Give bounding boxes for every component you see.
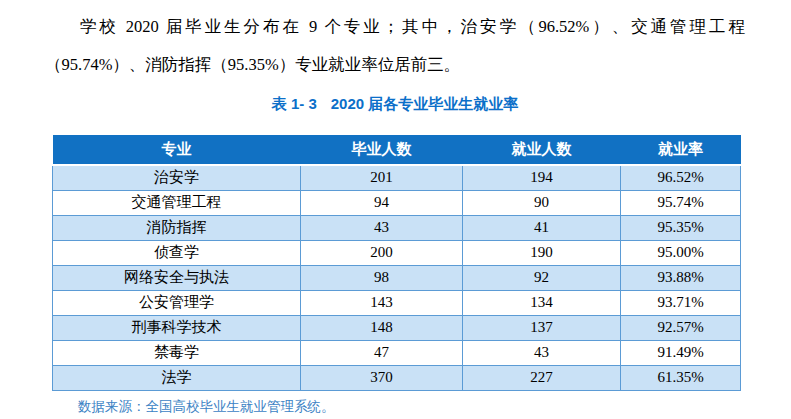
intro-paragraph: 学校 2020 届毕业生分布在 9 个专业；其中，治安学（96.52%）、交通管… [45,8,745,84]
header-cell-employed: 就业人数 [463,135,621,165]
table-cell: 194 [463,165,621,190]
table-row: 交通管理工程949095.74% [53,190,741,215]
table-cell: 93.88% [621,265,741,290]
table-cell: 网络安全与执法 [53,265,301,290]
table-cell: 91.49% [621,340,741,365]
table-row: 公安管理学14313493.71% [53,290,741,315]
table-cell: 92 [463,265,621,290]
table-caption-label: 表 1- 3 [272,95,317,112]
table-cell: 98 [301,265,463,290]
table-caption-title: 2020 届各专业毕业生就业率 [331,95,519,112]
table-cell: 侦查学 [53,240,301,265]
table-cell: 143 [301,290,463,315]
table-cell: 43 [463,340,621,365]
employment-rate-table: 专业 毕业人数 就业人数 就业率 治安学20119496.52%交通管理工程94… [52,135,741,391]
data-source-note: 数据来源：全国高校毕业生就业管理系统。 [78,398,745,416]
table-cell: 134 [463,290,621,315]
table-cell: 禁毒学 [53,340,301,365]
table-cell: 95.74% [621,190,741,215]
table-cell: 公安管理学 [53,290,301,315]
table-cell: 90 [463,190,621,215]
table-cell: 200 [301,240,463,265]
table-caption: 表 1- 3 2020 届各专业毕业生就业率 [45,94,745,114]
table-row: 治安学20119496.52% [53,165,741,190]
table-row: 法学37022761.35% [53,365,741,390]
table-row: 消防指挥434195.35% [53,215,741,240]
table-cell: 消防指挥 [53,215,301,240]
table-cell: 41 [463,215,621,240]
table-cell: 治安学 [53,165,301,190]
table-cell: 43 [301,215,463,240]
table-cell: 96.52% [621,165,741,190]
table-row: 侦查学20019095.00% [53,240,741,265]
table-cell: 47 [301,340,463,365]
table-cell: 93.71% [621,290,741,315]
table-body: 治安学20119496.52%交通管理工程949095.74%消防指挥43419… [53,165,741,390]
table-cell: 95.00% [621,240,741,265]
table-cell: 61.35% [621,365,741,390]
table-header-row: 专业 毕业人数 就业人数 就业率 [53,135,741,165]
header-cell-employment-rate: 就业率 [621,135,741,165]
table-cell: 148 [301,315,463,340]
table-row: 网络安全与执法989293.88% [53,265,741,290]
document-page: 学校 2020 届毕业生分布在 9 个专业；其中，治安学（96.52%）、交通管… [0,0,791,419]
table-cell: 法学 [53,365,301,390]
table-cell: 201 [301,165,463,190]
table-cell: 92.57% [621,315,741,340]
header-cell-graduates: 毕业人数 [301,135,463,165]
table-cell: 刑事科学技术 [53,315,301,340]
header-cell-major: 专业 [53,135,301,165]
table-cell: 137 [463,315,621,340]
table-cell: 交通管理工程 [53,190,301,215]
table-cell: 190 [463,240,621,265]
table-cell: 94 [301,190,463,215]
table-cell: 227 [463,365,621,390]
table-row: 禁毒学474391.49% [53,340,741,365]
table-row: 刑事科学技术14813792.57% [53,315,741,340]
table-cell: 370 [301,365,463,390]
table-cell: 95.35% [621,215,741,240]
